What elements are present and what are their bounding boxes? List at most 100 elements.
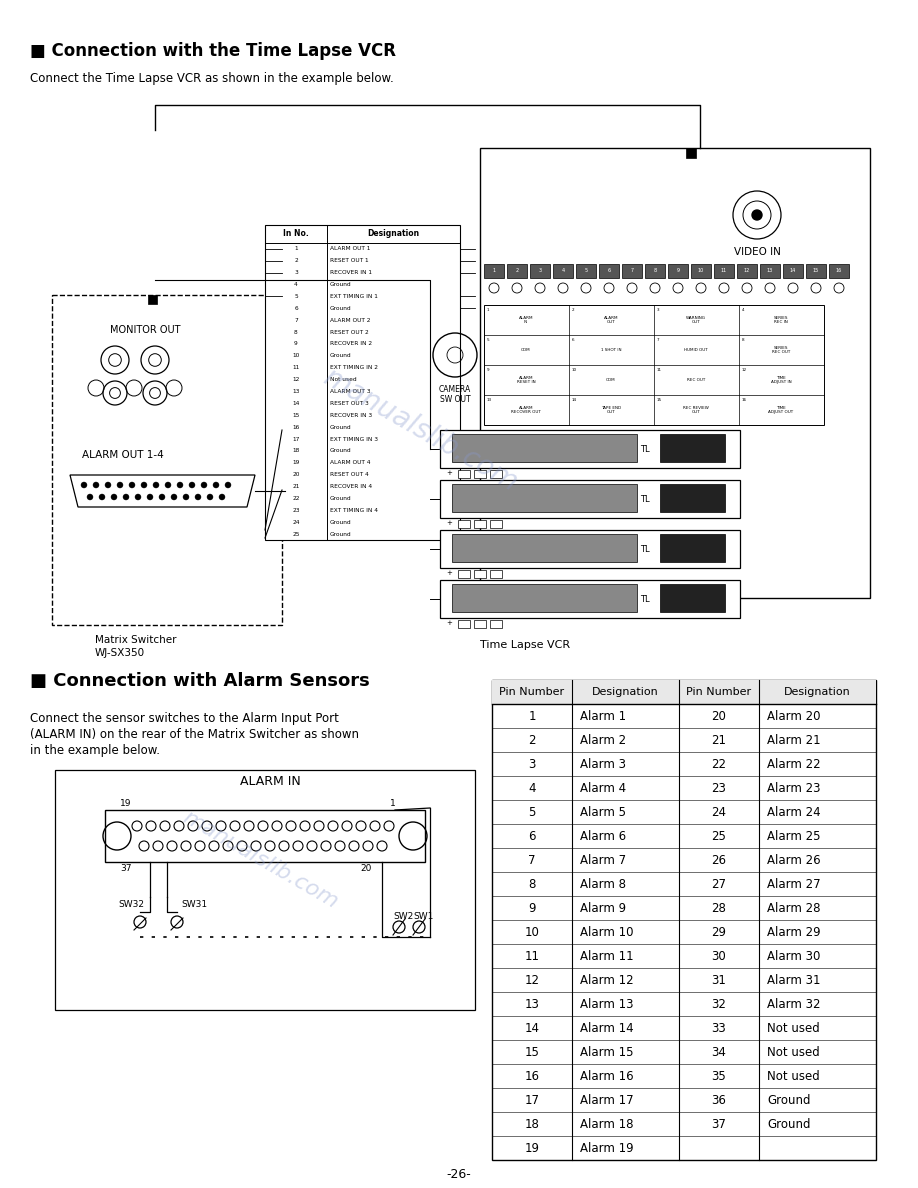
Text: TL: TL [640,594,650,604]
Text: +: + [446,470,452,476]
Text: +: + [446,620,452,626]
Text: Ground: Ground [330,448,352,454]
Text: (ALARM IN) on the rear of the Matrix Switcher as shown: (ALARM IN) on the rear of the Matrix Swi… [30,728,359,741]
Circle shape [117,482,123,488]
Text: 6: 6 [572,339,575,342]
Text: RESET OUT 2: RESET OUT 2 [330,329,369,335]
Text: 31: 31 [711,973,726,986]
Text: ALARM
IN: ALARM IN [519,316,533,324]
Text: 3: 3 [294,270,297,276]
Text: VIDEO IN: VIDEO IN [733,247,780,257]
Text: CAMERA
SW OUT: CAMERA SW OUT [439,385,471,404]
FancyBboxPatch shape [440,530,740,568]
Text: 16: 16 [836,268,842,273]
Text: 14: 14 [789,268,796,273]
Text: REC REVIEW
OUT: REC REVIEW OUT [683,405,709,415]
Text: Alarm 2: Alarm 2 [580,733,626,746]
Text: RESET OUT 3: RESET OUT 3 [330,400,369,406]
Text: TAPE END
OUT: TAPE END OUT [601,405,621,415]
Text: 32: 32 [711,998,726,1011]
Text: 1: 1 [487,308,489,312]
Text: Alarm 14: Alarm 14 [580,1022,633,1035]
Text: Alarm 29: Alarm 29 [767,925,821,939]
FancyBboxPatch shape [452,584,637,612]
FancyBboxPatch shape [440,430,740,468]
Text: 26: 26 [711,853,726,866]
FancyBboxPatch shape [760,264,780,278]
Text: 3: 3 [657,308,660,312]
Text: 12: 12 [524,973,540,986]
FancyBboxPatch shape [458,620,470,628]
Circle shape [195,494,201,500]
FancyBboxPatch shape [668,264,688,278]
Circle shape [135,494,141,500]
FancyBboxPatch shape [576,264,596,278]
Text: 11: 11 [721,268,727,273]
Text: RESET OUT 1: RESET OUT 1 [330,258,369,264]
Text: 19: 19 [524,1142,540,1155]
Circle shape [752,210,762,220]
Text: EXT TIMING IN 1: EXT TIMING IN 1 [330,293,378,299]
Text: 17: 17 [292,436,299,442]
Text: 30: 30 [711,949,726,962]
Text: 37: 37 [711,1118,726,1131]
FancyBboxPatch shape [458,570,470,579]
Text: 4: 4 [528,782,536,795]
Text: Alarm 25: Alarm 25 [767,829,821,842]
Text: Ground: Ground [330,353,352,359]
Text: RECOVER IN 3: RECOVER IN 3 [330,412,372,418]
Text: Alarm 19: Alarm 19 [580,1142,633,1155]
Text: TIME
ADJUST IN: TIME ADJUST IN [771,375,791,384]
Text: 8: 8 [529,878,536,891]
Text: Alarm 11: Alarm 11 [580,949,633,962]
FancyBboxPatch shape [480,148,870,598]
Text: 6: 6 [294,305,297,311]
Text: Alarm 20: Alarm 20 [767,709,821,722]
Text: 23: 23 [292,507,300,513]
Text: 19: 19 [292,460,299,466]
Circle shape [129,482,135,488]
Circle shape [159,494,165,500]
Text: 12: 12 [292,377,299,383]
Text: RESET OUT 4: RESET OUT 4 [330,472,369,478]
Text: ALARM IN: ALARM IN [240,775,300,788]
Text: 9: 9 [294,341,297,347]
Text: Ground: Ground [330,519,352,525]
Text: 8: 8 [654,268,656,273]
Text: 9: 9 [528,902,536,915]
Text: RECOVER IN 1: RECOVER IN 1 [330,270,372,276]
Text: 13: 13 [487,398,492,402]
Circle shape [93,482,99,488]
Text: EXT TIMING IN 2: EXT TIMING IN 2 [330,365,378,371]
Text: Alarm 13: Alarm 13 [580,998,633,1011]
Text: 3: 3 [539,268,542,273]
Text: Time Lapse VCR: Time Lapse VCR [480,640,570,650]
Text: 28: 28 [711,902,726,915]
Text: 13: 13 [524,998,540,1011]
Text: 5: 5 [294,293,297,299]
FancyBboxPatch shape [452,434,637,462]
FancyBboxPatch shape [452,533,637,562]
Text: EXT TIMING IN 3: EXT TIMING IN 3 [330,436,378,442]
Circle shape [213,482,219,488]
Text: Not used: Not used [330,377,356,383]
Text: 4: 4 [562,268,565,273]
FancyBboxPatch shape [829,264,849,278]
Text: HUMID OUT: HUMID OUT [684,348,708,352]
Text: TL: TL [640,544,650,554]
Text: Alarm 26: Alarm 26 [767,853,821,866]
Text: 21: 21 [292,484,299,489]
Text: ALARM
RECOVER OUT: ALARM RECOVER OUT [511,405,541,415]
Text: Connect the Time Lapse VCR as shown in the example below.: Connect the Time Lapse VCR as shown in t… [30,72,394,86]
Text: 35: 35 [711,1069,726,1082]
Text: ALARM
RESET IN: ALARM RESET IN [517,375,535,384]
Text: Alarm 10: Alarm 10 [580,925,633,939]
FancyBboxPatch shape [474,470,486,478]
Text: Ground: Ground [767,1093,811,1106]
Text: Alarm 32: Alarm 32 [767,998,821,1011]
Text: In No.: In No. [283,229,308,239]
FancyBboxPatch shape [490,470,502,478]
Text: 2: 2 [528,733,536,746]
Text: SERIES
REC IN: SERIES REC IN [774,316,789,324]
Text: 2: 2 [572,308,575,312]
